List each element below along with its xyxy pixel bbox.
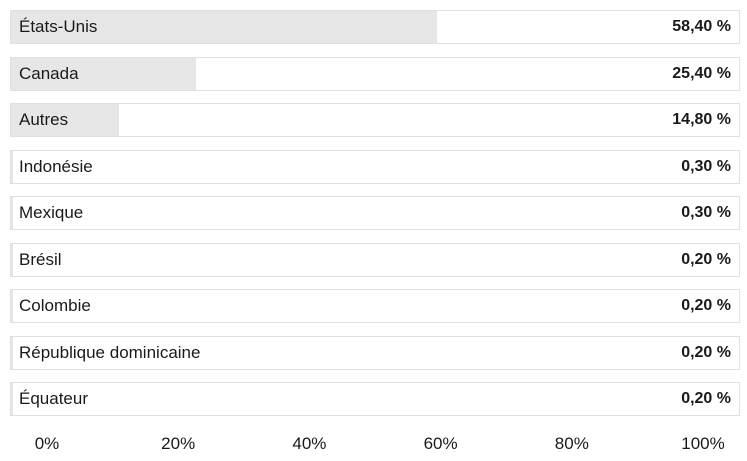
bar-row: Mexique 0,30 % [10,196,740,230]
bar [11,197,14,229]
bar-row: République dominicaine 0,20 % [10,336,740,370]
bar-row: Équateur 0,20 % [10,382,740,416]
category-label: Mexique [19,203,84,222]
bar [11,58,197,90]
category-label: Canada [19,64,79,83]
category-label: Équateur [19,389,88,408]
value-label: 0,20 % [681,251,731,268]
value-label: 0,20 % [681,297,731,314]
bar-row: États-Unis 58,40 % [10,10,740,44]
category-label: Indonésie [19,157,93,176]
category-label: Brésil [19,250,62,269]
bar [11,290,13,322]
bar [11,11,438,43]
value-label: 0,20 % [681,390,731,407]
value-label: 14,80 % [672,111,731,128]
bar-row: Canada 25,40 % [10,57,740,91]
value-label: 0,30 % [681,158,731,175]
x-tick-label: 40% [292,434,327,453]
bar-row: Colombie 0,20 % [10,289,740,323]
value-label: 58,40 % [672,18,731,35]
bar [11,104,120,136]
x-tick-label: 20% [161,434,196,453]
bar [11,151,14,183]
x-tick-label: 100% [681,434,725,453]
value-label: 25,40 % [672,65,731,82]
x-tick-label: 60% [423,434,458,453]
x-tick-label: 80% [554,434,589,453]
x-tick-label: 0% [34,434,60,453]
category-label: États-Unis [19,17,98,36]
bar [11,383,13,415]
category-label: Autres [19,110,69,129]
bar-chart: États-Unis 58,40 % Canada 25,40 % Autres 14,8… [10,10,740,416]
value-label: 0,30 % [681,204,731,221]
bar-row: Brésil 0,20 % [10,243,740,277]
bar-row: Autres 14,80 % [10,103,740,137]
x-axis: 0% 20% 40% 60% 80% 100% [0,434,747,458]
category-label: République dominicaine [19,343,201,362]
category-label: Colombie [19,296,91,315]
bar [11,244,13,276]
value-label: 0,20 % [681,344,731,361]
bar-row: Indonésie 0,30 % [10,150,740,184]
bar [11,337,13,369]
